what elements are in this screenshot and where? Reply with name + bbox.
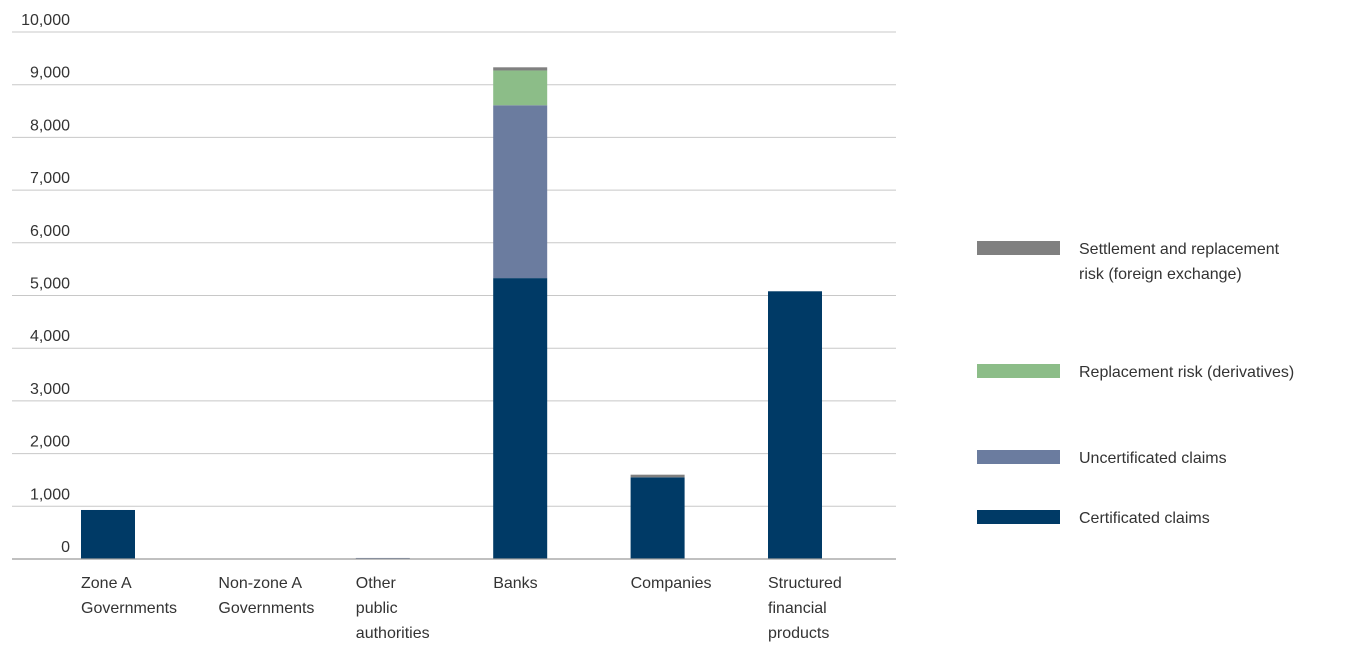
category-label: Other public authorities [356,575,430,642]
y-tick-label: 10,000 [21,12,70,29]
y-tick-label: 5,000 [30,276,70,293]
legend-swatch [977,510,1060,524]
y-tick-label: 0 [61,539,70,556]
y-tick-label: 6,000 [30,223,70,240]
legend-swatch [977,450,1060,464]
legend-label: Certificated claims [1079,510,1210,527]
y-tick-label: 1,000 [30,486,70,503]
y-tick-label: 3,000 [30,381,70,398]
legend-label: Settlement and replacement risk (foreign … [1079,241,1280,283]
category-label: Banks [493,575,537,592]
category-label: Companies [631,575,712,592]
bars [81,67,822,559]
y-tick-label: 8,000 [30,117,70,134]
legend-label: Replacement risk (derivatives) [1079,364,1294,381]
bar-segment [493,105,548,279]
bar-segment [630,477,685,559]
gridlines [12,31,896,507]
category-label: Non-zone A Governments [218,575,314,617]
legend-label: Uncertificated claims [1079,450,1227,467]
bar-segment [81,509,135,559]
category-labels: Zone A Governments Non-zone A Governments Ot… [81,575,842,642]
y-axis-tick-labels: 0 1,000 2,000 3,000 4,000 5,000 6,000 7,000 8,00… [21,12,70,556]
y-tick-label: 4,000 [30,328,70,345]
bar-segment [768,291,822,559]
y-tick-label: 7,000 [30,170,70,187]
bar-segment [493,67,548,71]
bar-segment [493,70,548,106]
bar-segment [630,474,685,478]
legend-swatch [977,241,1060,255]
legend: Settlement and replacement risk (foreign … [977,241,1294,527]
category-label: Zone A Governments [81,575,177,617]
y-tick-label: 2,000 [30,434,70,451]
legend-swatch [977,364,1060,378]
bar-segment [493,278,548,559]
category-label: Structured financial products [768,575,842,642]
y-tick-label: 9,000 [30,65,70,82]
